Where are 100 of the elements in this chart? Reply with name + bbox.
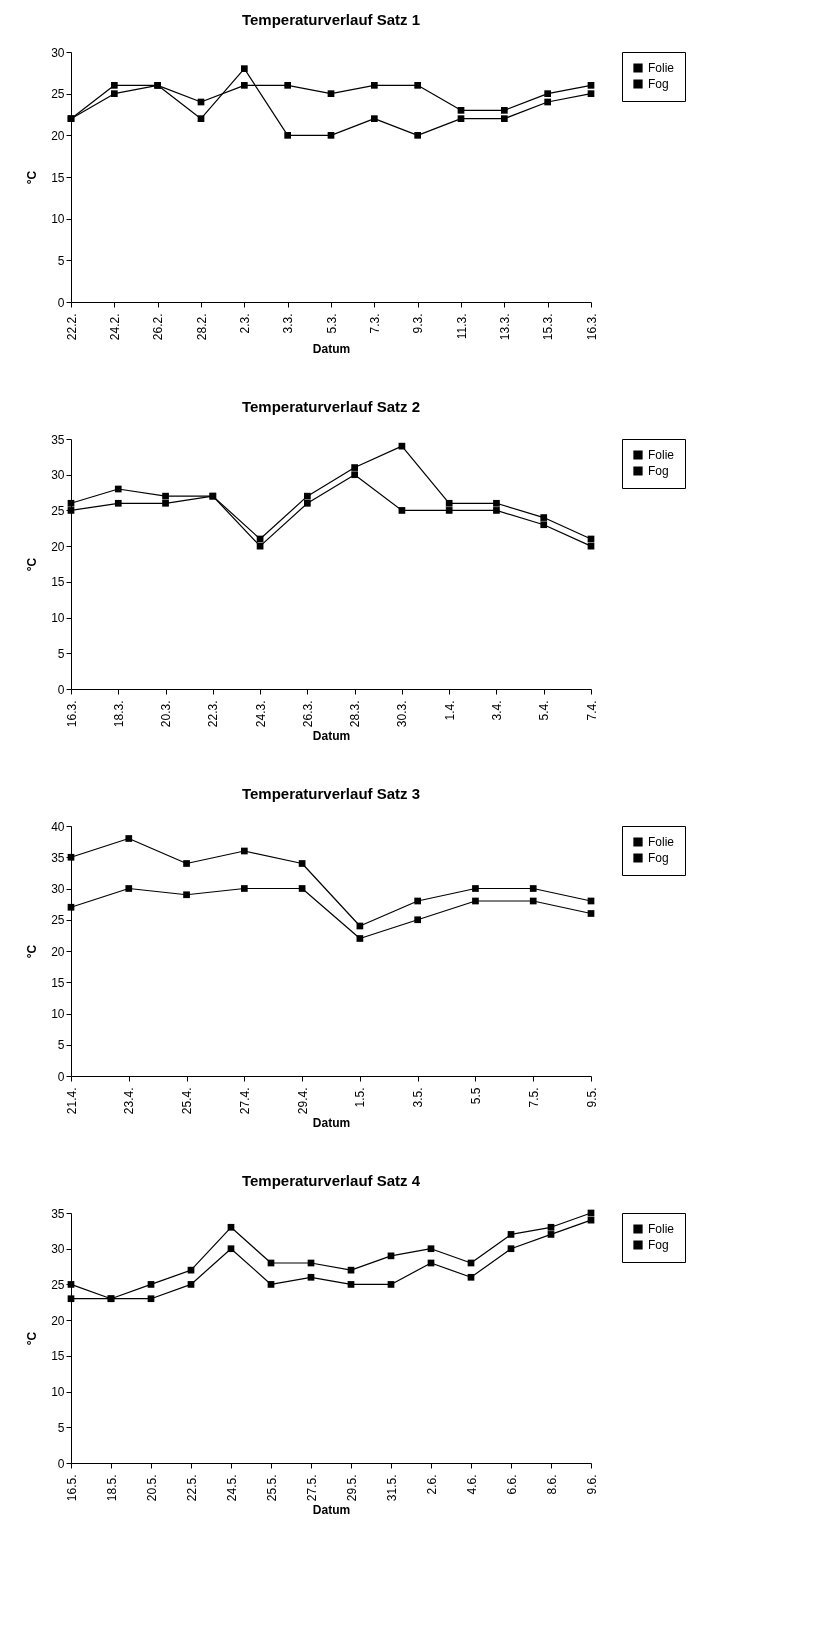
y-tick-label: 0 xyxy=(57,682,65,697)
x-tick-label: 5.5 xyxy=(468,1087,483,1105)
x-tick-label: 6.6. xyxy=(504,1474,519,1495)
x-tick-label: 16.5. xyxy=(64,1474,79,1502)
x-tick-label: 9.5. xyxy=(584,1087,599,1108)
x-tick-label: 21.4. xyxy=(64,1087,79,1115)
x-tick-label: 7.5. xyxy=(526,1087,541,1108)
x-tick-label: 3.4. xyxy=(489,700,504,721)
x-tick-label: 18.3. xyxy=(111,700,126,728)
x-axis-title: Datum xyxy=(312,342,351,357)
x-tick-label: 7.3. xyxy=(367,313,382,334)
y-tick-label: 25 xyxy=(51,1277,65,1292)
y-tick-label: 5 xyxy=(57,1038,65,1053)
y-axis-title: °C xyxy=(25,944,40,959)
y-tick-label: 15 xyxy=(51,575,65,590)
legend-label: Folie xyxy=(648,448,675,462)
x-tick-label: 30.3. xyxy=(395,700,410,728)
x-tick-label: 15.3. xyxy=(541,313,556,341)
x-tick-label: 16.3. xyxy=(64,700,79,728)
legend-label: Fog xyxy=(648,77,669,91)
x-axis-title: Datum xyxy=(312,1503,351,1518)
y-tick-label: 25 xyxy=(51,913,65,928)
y-tick-label: 35 xyxy=(51,432,65,447)
x-tick-label: 7.4. xyxy=(584,700,599,721)
x-tick-label: 22.2. xyxy=(64,313,79,341)
y-tick-label: 5 xyxy=(57,646,65,661)
x-tick-label: 16.3. xyxy=(584,313,599,341)
x-tick-label: 4.6. xyxy=(464,1474,479,1495)
y-tick-label: 25 xyxy=(51,503,65,518)
y-tick-label: 20 xyxy=(51,944,65,959)
y-tick-label: 15 xyxy=(51,975,65,990)
x-tick-label: 1.5. xyxy=(353,1087,368,1108)
x-tick-label: 28.3. xyxy=(348,700,363,728)
x-tick-label: 24.5. xyxy=(224,1474,239,1502)
x-tick-label: 18.5. xyxy=(104,1474,119,1502)
x-tick-label: 31.5. xyxy=(384,1474,399,1502)
x-tick-label: 5.4. xyxy=(537,700,552,721)
x-tick-label: 3.5. xyxy=(411,1087,426,1108)
x-tick-label: 23.4. xyxy=(122,1087,137,1115)
y-tick-label: 5 xyxy=(57,253,65,268)
x-tick-label: 20.3. xyxy=(159,700,174,728)
y-tick-label: 35 xyxy=(51,1206,65,1221)
x-axis-title: Datum xyxy=(312,729,351,744)
x-tick-label: 20.5. xyxy=(144,1474,159,1502)
x-tick-label: 29.4. xyxy=(295,1087,310,1115)
x-tick-label: 13.3. xyxy=(497,313,512,341)
x-tick-label: 3.3. xyxy=(281,313,296,334)
chart-title: Temperaturverlauf Satz 4 xyxy=(241,1172,421,1189)
y-tick-label: 10 xyxy=(51,1007,65,1021)
legend-label: Folie xyxy=(648,61,675,75)
x-tick-label: 9.3. xyxy=(411,313,426,334)
x-tick-label: 25.5. xyxy=(264,1474,279,1502)
y-tick-label: 5 xyxy=(57,1420,65,1435)
x-tick-label: 24.3. xyxy=(253,700,268,728)
x-tick-label: 9.6. xyxy=(584,1474,599,1495)
x-tick-label: 24.2. xyxy=(107,313,122,341)
y-tick-label: 40 xyxy=(51,819,65,834)
x-tick-label: 2.3. xyxy=(237,313,252,334)
x-tick-label: 26.2. xyxy=(151,313,166,341)
x-axis-title: Datum xyxy=(312,1116,351,1131)
y-axis-title: °C xyxy=(25,170,40,185)
x-tick-label: 29.5. xyxy=(344,1474,359,1502)
y-tick-label: 25 xyxy=(51,87,65,102)
x-tick-label: 25.4. xyxy=(180,1087,195,1115)
y-tick-label: 10 xyxy=(51,611,65,626)
legend-label: Folie xyxy=(648,835,675,849)
y-tick-label: 30 xyxy=(51,1242,65,1257)
x-tick-label: 22.3. xyxy=(206,700,221,728)
y-tick-label: 15 xyxy=(51,1349,65,1364)
x-tick-label: 2.6. xyxy=(424,1474,439,1495)
y-tick-label: 20 xyxy=(51,128,65,143)
chart-title: Temperaturverlauf Satz 2 xyxy=(241,398,421,415)
y-tick-label: 20 xyxy=(51,1313,65,1328)
y-tick-label: 30 xyxy=(51,45,65,60)
x-tick-label: 22.5. xyxy=(184,1474,199,1502)
chart-title: Temperaturverlauf Satz 3 xyxy=(241,785,421,802)
y-tick-label: 15 xyxy=(51,170,65,185)
x-tick-label: 27.4. xyxy=(237,1087,252,1115)
x-tick-label: 5.3. xyxy=(324,313,339,334)
x-tick-label: 1.4. xyxy=(442,700,457,721)
x-tick-label: 26.3. xyxy=(300,700,315,728)
x-tick-label: 11.3. xyxy=(454,313,469,340)
y-axis-title: °C xyxy=(25,1331,40,1346)
legend-label: Fog xyxy=(648,851,669,865)
y-tick-label: 30 xyxy=(51,468,65,483)
x-tick-label: 27.5. xyxy=(304,1474,319,1502)
y-tick-label: 0 xyxy=(57,1456,65,1471)
legend-label: Fog xyxy=(648,1238,669,1252)
y-tick-label: 35 xyxy=(51,850,65,865)
y-tick-label: 10 xyxy=(51,212,65,227)
y-tick-label: 20 xyxy=(51,539,65,554)
y-axis-title: °C xyxy=(25,557,40,572)
y-tick-label: 0 xyxy=(57,1069,65,1084)
legend-label: Fog xyxy=(648,464,669,478)
legend-label: Folie xyxy=(648,1222,675,1236)
y-tick-label: 0 xyxy=(57,295,65,310)
y-tick-label: 10 xyxy=(51,1385,65,1400)
chart-title: Temperaturverlauf Satz 1 xyxy=(241,11,421,28)
x-tick-label: 28.2. xyxy=(194,313,209,341)
y-tick-label: 30 xyxy=(51,882,65,896)
